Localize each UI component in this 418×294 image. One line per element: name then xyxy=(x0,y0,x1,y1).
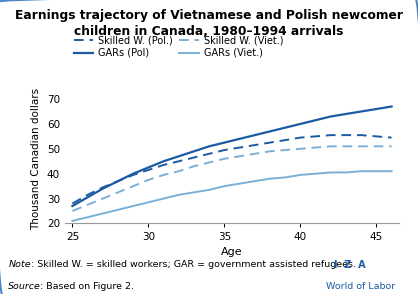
Text: Source: Source xyxy=(8,282,41,291)
Text: Note: Note xyxy=(8,260,31,269)
Text: I  Z  A: I Z A xyxy=(334,260,366,270)
Legend: Skilled W. (Pol.), GARs (Pol), Skilled W. (Viet.), GARs (Viet.): Skilled W. (Pol.), GARs (Pol), Skilled W… xyxy=(70,32,287,62)
Y-axis label: Thousand Canadian dollars: Thousand Canadian dollars xyxy=(31,88,41,230)
Text: : Skilled W. = skilled workers; GAR = government assisted refugees.: : Skilled W. = skilled workers; GAR = go… xyxy=(31,260,357,269)
Text: Earnings trajectory of Vietnamese and Polish newcomer
children in Canada, 1980–1: Earnings trajectory of Vietnamese and Po… xyxy=(15,9,403,38)
Text: World of Labor: World of Labor xyxy=(326,282,395,291)
Text: : Based on Figure 2.: : Based on Figure 2. xyxy=(40,282,134,291)
X-axis label: Age: Age xyxy=(221,247,243,257)
